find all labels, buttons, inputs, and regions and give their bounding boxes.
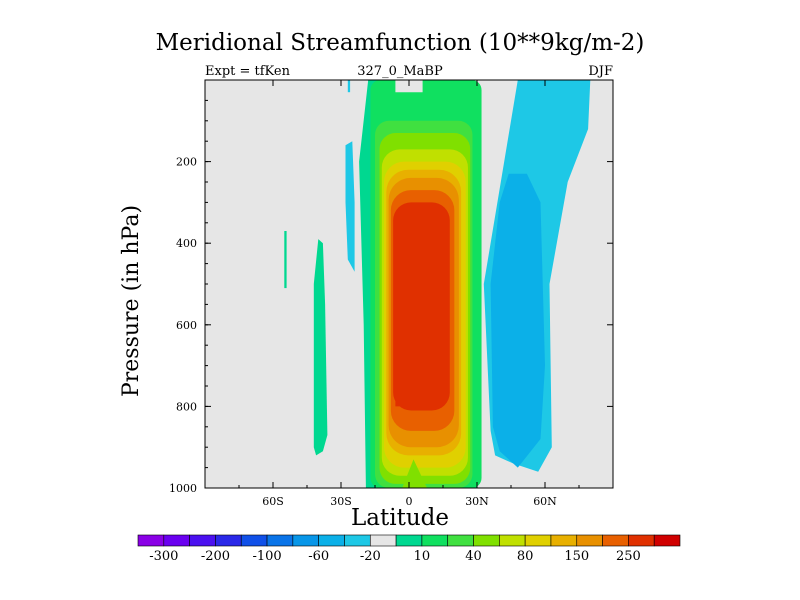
x-tick-label: 30S bbox=[330, 495, 352, 508]
colorbar-box bbox=[292, 534, 319, 547]
colorbar-label: -300 bbox=[149, 549, 178, 564]
colorbar-box bbox=[421, 534, 449, 547]
left-string: Expt = tfKen bbox=[205, 64, 290, 79]
x-tick-label: 30N bbox=[465, 495, 489, 508]
colorbar-box bbox=[576, 534, 603, 547]
x-tick-label: 0 bbox=[406, 495, 413, 508]
y-tick-label: 200 bbox=[176, 156, 197, 169]
hadley-bottom-notch bbox=[402, 459, 428, 488]
neg-cell-sh-col bbox=[345, 141, 355, 272]
y-tick-label: 1000 bbox=[169, 482, 197, 495]
colorbar-label: 150 bbox=[564, 549, 589, 564]
y-axis-label: Pressure (in hPa) bbox=[119, 204, 144, 398]
colorbar-box bbox=[344, 534, 371, 547]
neg-cell-sh-left bbox=[347, 80, 351, 93]
colorbar-box bbox=[550, 534, 578, 547]
y-tick-label: 800 bbox=[176, 400, 197, 413]
hadley-core-right bbox=[427, 337, 437, 403]
colorbar-box bbox=[628, 534, 655, 547]
colorbar-box bbox=[499, 534, 526, 547]
colorbar-box bbox=[266, 534, 294, 547]
neg-cell-nh-inner bbox=[490, 173, 545, 468]
colorbar-label: -100 bbox=[252, 549, 281, 564]
colorbar-label: 40 bbox=[465, 549, 482, 564]
pos-cell-sh-thin bbox=[284, 231, 287, 289]
colorbar-label: 250 bbox=[616, 549, 641, 564]
x-tick-label: 60S bbox=[262, 495, 284, 508]
colorbar-box bbox=[473, 534, 500, 547]
y-tick-label: 600 bbox=[176, 319, 197, 332]
x-tick-label: 60N bbox=[533, 495, 557, 508]
colorbar-box bbox=[189, 534, 216, 547]
x-axis-label: Latitude bbox=[351, 505, 449, 531]
hadley-top-notch bbox=[395, 80, 423, 93]
colorbar-box bbox=[240, 534, 268, 547]
right-string: DJF bbox=[588, 64, 613, 79]
hadley-core-left bbox=[395, 263, 403, 407]
colorbar-box bbox=[653, 534, 681, 547]
colorbar-box bbox=[447, 534, 474, 547]
colorbar-label: 10 bbox=[414, 549, 431, 564]
colorbar-label: -20 bbox=[360, 549, 381, 564]
colorbar-box bbox=[163, 534, 190, 547]
colorbar-box bbox=[369, 534, 397, 547]
colorbar-box bbox=[524, 534, 552, 547]
center-string: 327_0_MaBP bbox=[357, 64, 443, 79]
y-tick-label: 400 bbox=[176, 237, 197, 250]
chart-title: Meridional Streamfunction (10**9kg/m-2) bbox=[155, 30, 645, 56]
colorbar-label: -60 bbox=[308, 549, 329, 564]
pos-cell-sh-col bbox=[313, 239, 328, 456]
colorbar-label: 80 bbox=[517, 549, 534, 564]
colorbar-label: -200 bbox=[201, 549, 230, 564]
colorbar-box bbox=[395, 534, 423, 547]
colorbar-box bbox=[318, 534, 345, 547]
colorbar-box bbox=[602, 534, 629, 547]
colorbar-box bbox=[137, 534, 165, 547]
colorbar-box bbox=[215, 534, 242, 547]
